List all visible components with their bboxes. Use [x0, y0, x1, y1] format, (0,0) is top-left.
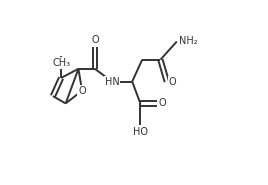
- Text: O: O: [159, 98, 166, 108]
- Text: O: O: [169, 77, 176, 87]
- Text: HO: HO: [133, 127, 148, 137]
- Text: O: O: [91, 35, 99, 45]
- Text: HN: HN: [105, 77, 120, 87]
- Text: NH₂: NH₂: [179, 36, 197, 46]
- Text: CH₃: CH₃: [52, 58, 70, 68]
- Text: O: O: [78, 86, 86, 96]
